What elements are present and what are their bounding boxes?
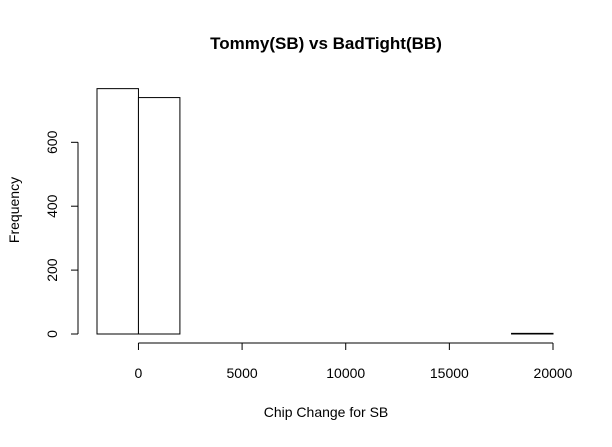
- y-tick-label-2: 400: [44, 194, 60, 218]
- histogram-bar-0: [96, 88, 139, 335]
- x-tick-label-4: 20000: [534, 365, 573, 381]
- x-tick-label-0: 0: [135, 365, 143, 381]
- chart-title: Tommy(SB) vs BadTight(BB): [210, 34, 442, 53]
- bars-group: [96, 88, 554, 335]
- histogram-bar-1: [137, 97, 181, 335]
- x-tick-label-2: 10000: [326, 365, 365, 381]
- x-axis: 0 5000 10000 15000 20000: [135, 342, 573, 381]
- y-tick-label-3: 600: [44, 130, 60, 154]
- y-axis-label: Frequency: [6, 177, 22, 243]
- x-tick-label-1: 5000: [227, 365, 258, 381]
- y-axis: 0 200 400 600: [44, 130, 79, 338]
- x-tick-label-3: 15000: [430, 365, 469, 381]
- y-tick-label-0: 0: [44, 330, 60, 338]
- x-axis-label: Chip Change for SB: [264, 404, 389, 420]
- histogram-bar-10: [511, 332, 554, 335]
- y-tick-label-1: 200: [44, 258, 60, 282]
